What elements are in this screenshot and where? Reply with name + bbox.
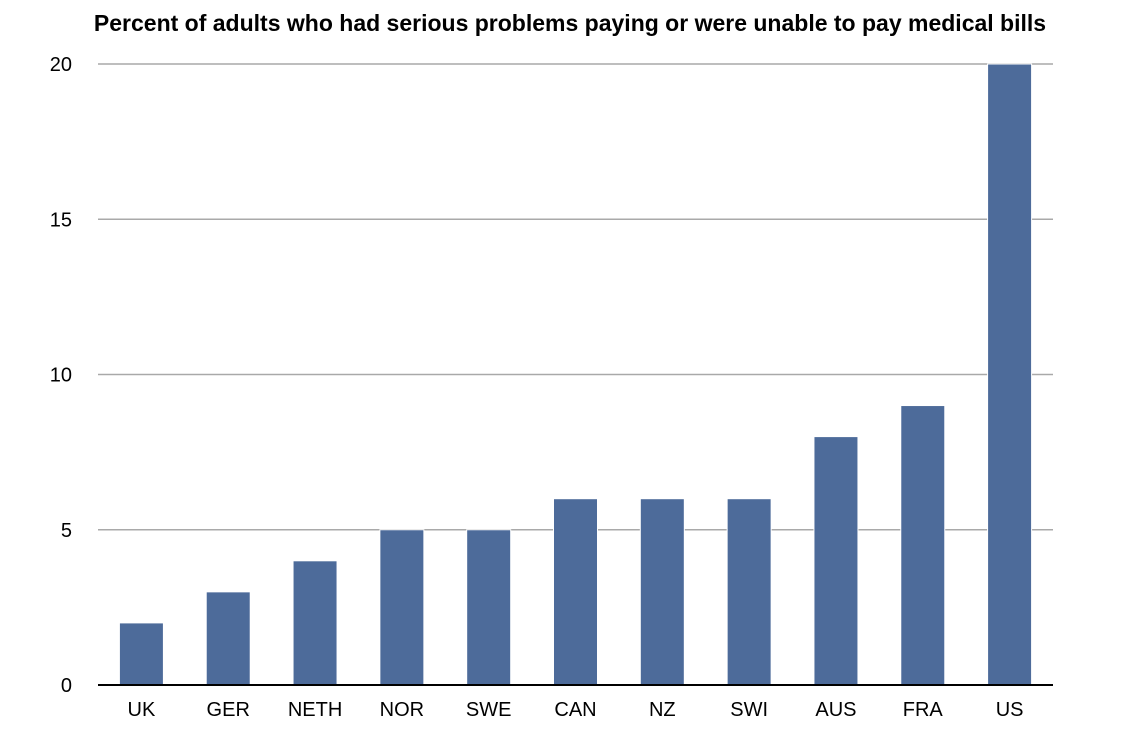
chart-title: Percent of adults who had serious proble…: [93, 10, 1047, 36]
x-tick-label: UK: [128, 699, 156, 721]
bars: [118, 63, 1033, 686]
bar-aus: [813, 436, 859, 686]
x-tick-label: GER: [207, 699, 250, 721]
y-tick-label: 5: [61, 520, 72, 542]
bar-neth: [292, 560, 338, 686]
x-tick-label: NETH: [288, 699, 342, 721]
x-tick-label: US: [996, 699, 1024, 721]
bar-can: [553, 498, 598, 686]
y-tick-label: 10: [50, 365, 72, 387]
y-tick-label: 20: [50, 54, 72, 76]
x-tick-labels: UK GER NETH NOR SWE CAN NZ SWI AUS FRA US: [128, 699, 1024, 721]
x-tick-label: CAN: [554, 699, 596, 721]
bar-nz: [639, 498, 685, 686]
bar-us: [987, 63, 1033, 686]
bar-swe: [466, 529, 512, 686]
x-tick-label: FRA: [903, 699, 944, 721]
bar-uk: [118, 622, 164, 686]
bar-ger: [205, 591, 251, 686]
bar-fra: [900, 405, 946, 686]
x-tick-label: NZ: [649, 699, 676, 721]
x-tick-label: NOR: [380, 699, 424, 721]
x-tick-label: SWE: [466, 699, 512, 721]
y-tick-label: 15: [50, 209, 72, 231]
y-tick-labels: 0 5 10 15 20: [50, 54, 72, 697]
x-tick-label: AUS: [815, 699, 856, 721]
bar-swi: [726, 498, 772, 686]
bar-nor: [379, 529, 425, 686]
y-tick-label: 0: [61, 675, 72, 697]
gridlines: [98, 63, 1053, 531]
x-tick-label: SWI: [730, 699, 768, 721]
